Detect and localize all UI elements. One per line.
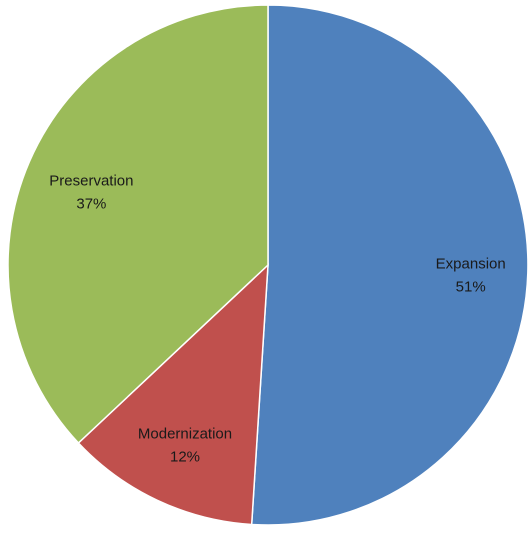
pie-slice-expansion	[250, 4, 529, 526]
slice-category-label: Expansion	[436, 255, 506, 272]
pie-slice-modernization	[77, 263, 269, 526]
labels-layer: Expansion 51% Modernization 12% Preservation…	[49, 173, 505, 466]
slice-label-expansion: Expansion 51%	[436, 255, 506, 295]
slice-label-preservation: Preservation 37%	[49, 173, 133, 213]
slice-percent-label: 12%	[170, 448, 200, 465]
slice-label-modernization: Modernization 12%	[138, 425, 232, 465]
slice-category-label: Modernization	[138, 425, 232, 442]
pie-slice-preservation	[7, 4, 269, 445]
slice-percent-label: 37%	[76, 196, 106, 213]
slice-percent-label: 51%	[456, 278, 486, 295]
slice-category-label: Preservation	[49, 173, 133, 190]
slices-layer	[7, 4, 529, 526]
